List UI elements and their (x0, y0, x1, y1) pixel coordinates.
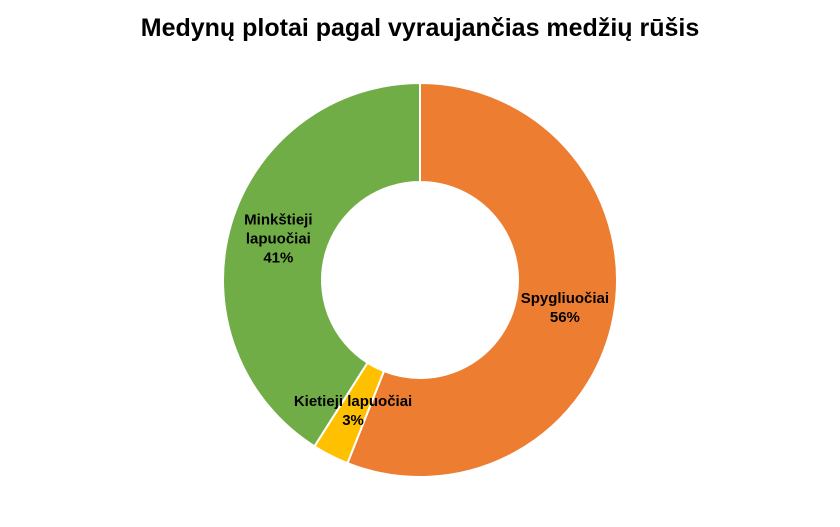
category-label: Spygliuočiai (520, 289, 610, 307)
category-label: Kietieji lapuočiai (293, 393, 413, 411)
value-label: 3% (342, 412, 364, 430)
chart-title: Medynų plotai pagal vyraujančias medžių … (140, 14, 700, 42)
slice (222, 81, 421, 448)
value-label: 41% (263, 249, 294, 267)
slice-label: Minkštieji lapuočiai 41% (211, 210, 346, 267)
value-label: 56% (549, 308, 580, 326)
slice (346, 81, 618, 478)
slice-label: Spygliuočiai 56% (521, 289, 609, 327)
category-label: Minkštieji lapuočiai (244, 211, 313, 248)
slice-label: Kietieji lapuočiai 3% (294, 392, 412, 430)
